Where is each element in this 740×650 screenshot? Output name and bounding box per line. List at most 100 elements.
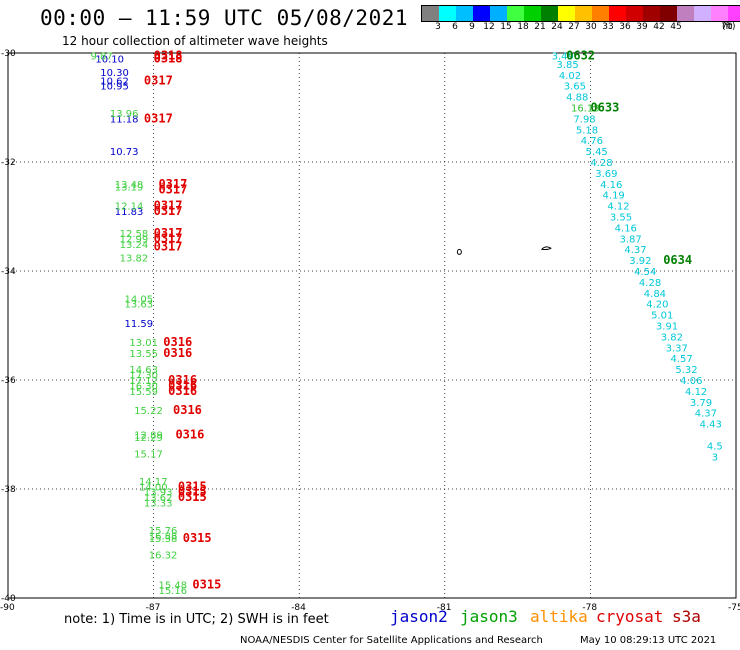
wave-height-value: 10.62 [100,76,129,87]
page-subtitle: 12 hour collection of altimeter wave hei… [62,34,328,48]
pass-time-label: 0316 [175,428,204,442]
wave-height-value: 12.14 [115,202,144,213]
pass-time-label: 0318 [154,51,183,65]
wave-height-value: 7.98 [573,114,595,125]
units-note: note: 1) Time is in UTC; 2) SWH is in fe… [64,612,329,627]
wave-height-value: 4.16 [600,180,622,191]
wave-height-value: 13.55 [129,349,158,360]
wave-height-value: 12.29 [134,433,163,444]
color-swatch [524,6,541,21]
wave-height-value: 10.30 [100,68,129,79]
wave-height-value: 4.57 [670,354,692,365]
wave-height-value: 5.01 [651,311,673,322]
wave-height-value: 11.83 [115,207,144,218]
color-scale-tick: 33 [602,22,614,32]
wave-height-value: 15.16 [158,586,187,597]
wave-height-value: 4.5 [707,441,723,452]
wave-height-value: 3.79 [690,398,712,409]
color-swatch [422,6,439,21]
color-swatch [490,6,507,21]
color-swatch [660,6,677,21]
color-scale-tick: 45 [670,22,682,32]
color-swatch [728,6,740,21]
wave-height-value: 14.17 [139,477,168,488]
wave-height-value: 15.76 [149,526,178,537]
wave-height-value: 4.06 [680,376,702,387]
lat-tick-label: -38 [1,485,16,495]
color-scale-tick: 70 [721,22,733,32]
wave-height-value: 5.32 [675,365,697,376]
pass-time-label: 0633 [590,101,619,115]
color-swatch [643,6,660,21]
satellite-legend-item: jason2 [390,607,448,626]
wave-height-value: 16.30 [129,381,158,392]
color-scale-tick: 39 [636,22,648,32]
wave-height-value: 13.82 [120,253,149,264]
color-swatch [626,6,643,21]
pass-time-label: 0318 [154,49,183,63]
pass-time-label: 0632 [566,49,595,63]
wave-height-value: 4.28 [639,278,661,289]
color-scale-tick: 3 [435,22,441,32]
pass-time-label: 0316 [168,373,197,387]
wave-height-value: 3.55 [610,213,632,224]
color-scale-tick: 15 [500,22,512,32]
wave-height-value: 11.59 [124,319,153,330]
lat-tick-label: -32 [1,158,16,168]
color-swatch [677,6,694,21]
wave-height-value: 10.10 [95,54,124,65]
pass-time-label: 0317 [158,182,187,196]
pass-time-label: 0315 [178,485,207,499]
wave-height-value: 4.37 [695,409,717,420]
generated-date: May 10 08:29:13 UTC 2021 [580,635,717,646]
pass-time-label: 0316 [168,384,197,398]
pass-time-label: 0317 [154,199,183,213]
pass-time-label: 0634 [663,253,692,267]
color-scale-tick: 27 [568,22,580,32]
wave-height-value: 9.87 [91,52,113,63]
wave-height-value: 14.05 [124,294,153,305]
pass-time-label: 0316 [168,378,197,392]
wave-height-value: 15.38 [149,534,178,545]
color-scale-tick: 24 [551,22,563,32]
pass-time-label: 0315 [178,490,207,504]
color-scale-tick: 21 [534,22,546,32]
pass-time-label: 0316 [173,403,202,417]
pass-time-label: 0315 [178,479,207,493]
wave-height-value: 4.37 [624,245,646,256]
color-scale-bar [421,5,740,22]
pass-time-label: 0317 [154,204,183,218]
pass-time-label: 0316 [163,346,192,360]
wave-height-value: 4.20 [646,300,668,311]
lon-tick-label: -78 [582,603,597,613]
satellite-legend-item: jason3 [460,607,518,626]
island-outline [540,246,552,251]
wave-height-value: 13.33 [144,499,173,510]
pass-time-label: 0315 [192,577,221,591]
color-scale-tick: 36 [619,22,631,32]
wave-height-value: 12.58 [120,229,149,240]
color-swatch [694,6,711,21]
wave-height-value: 3.49 [552,52,574,63]
pass-time-label: 0315 [183,531,212,545]
color-scale-tick: 9 [469,22,475,32]
wave-height-value: 4.88 [566,93,588,104]
wave-height-value: 11.18 [110,114,139,125]
lon-tick-label: -75 [728,603,740,613]
wave-height-value: 3.37 [666,343,688,354]
wave-height-value: 4.12 [607,202,629,213]
pass-time-label: 0317 [154,231,183,245]
lat-tick-label: -34 [1,267,16,277]
satellite-legend-item: s3a [672,607,701,626]
page-title: 00:00 – 11:59 UTC 05/08/2021 [40,6,409,30]
wave-height-value: 4.54 [634,267,656,278]
map-frame [7,52,737,599]
wave-height-value: 3 [712,452,718,463]
wave-height-value: 3.85 [556,60,578,71]
color-swatch [609,6,626,21]
color-scale-tick: 42 [653,22,665,32]
wave-height-value: 15.48 [158,580,187,591]
wave-height-value: 12.89 [134,431,163,442]
